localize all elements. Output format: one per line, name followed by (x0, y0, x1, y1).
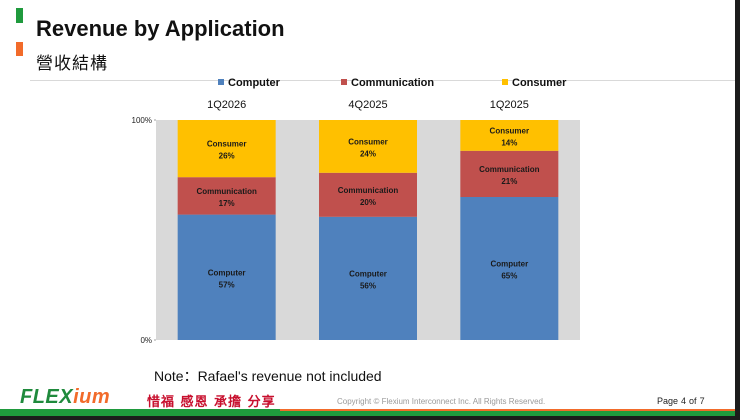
chart-legend: Computer Communication Consumer (0, 77, 735, 93)
bar-communication-1q2025 (460, 150, 559, 197)
page-indicator: Page 4 of 7 (657, 396, 708, 406)
legend-label: Computer (228, 77, 280, 89)
category-label-4q2025: 4Q2025 (348, 99, 387, 111)
data-label-name: Communication (338, 186, 399, 195)
bar-computer-1q2025 (460, 197, 559, 340)
flexium-logo: FLEXium (20, 386, 110, 409)
bar-communication-4q2025 (319, 172, 417, 217)
data-label-value: 21% (501, 177, 517, 186)
logo-text-flex: FLEX (20, 386, 74, 408)
data-label-name: Communication (196, 187, 257, 196)
copyright-notice: Copyright © Flexium Interconnect Inc. Al… (337, 397, 546, 406)
data-label-value: 65% (501, 272, 517, 281)
footer-band (0, 409, 735, 416)
data-label-name: Computer (208, 268, 246, 277)
bar-consumer-1q2026 (177, 120, 276, 178)
data-label-name: Communication (479, 165, 540, 174)
bar-computer-1q2026 (177, 214, 276, 340)
accent-bar-green (16, 8, 23, 23)
data-label-name: Computer (490, 260, 528, 269)
window-frame-right (735, 0, 740, 420)
data-label-value: 56% (360, 281, 376, 290)
page-label: Page (657, 396, 679, 406)
y-tick-label: 0% (140, 336, 152, 345)
legend-item-computer: Computer (218, 77, 280, 89)
legend-label: Communication (351, 77, 435, 89)
bar-communication-1q2026 (177, 177, 276, 215)
data-label-name: Consumer (207, 140, 247, 149)
page-number: 4 (681, 396, 687, 406)
data-label-name: Consumer (348, 137, 388, 146)
y-tick-label: 100% (132, 116, 152, 125)
logo-text-ium: ium (73, 386, 111, 408)
page-of: of (689, 396, 697, 406)
accent-bar-orange (16, 42, 23, 56)
page-total: 7 (699, 396, 705, 406)
page-title: Revenue by Application (36, 16, 285, 41)
data-label-value: 57% (219, 280, 235, 289)
window-frame-bottom (0, 416, 740, 420)
data-label-value: 14% (501, 138, 517, 147)
bar-consumer-4q2025 (319, 120, 417, 173)
page-subtitle: 營收結構 (36, 54, 108, 74)
title-divider (30, 80, 735, 81)
bar-consumer-1q2025 (460, 120, 559, 151)
legend-swatch (218, 79, 224, 85)
category-label-1q2025: 1Q2025 (490, 99, 529, 111)
data-label-value: 24% (360, 149, 376, 158)
legend-item-communication: Communication (341, 77, 434, 89)
legend-label: Consumer (512, 77, 567, 89)
legend-item-consumer: Consumer (502, 77, 566, 89)
data-label-name: Consumer (490, 126, 530, 135)
footer-band-accent (280, 409, 735, 411)
footnote: Note：Rafael's revenue not included (154, 368, 382, 384)
legend-swatch (341, 79, 347, 85)
data-label-value: 20% (360, 198, 376, 207)
bar-computer-4q2025 (319, 216, 417, 340)
company-motto: 惜福 感恩 承擔 分享 (147, 395, 276, 410)
data-label-value: 17% (219, 199, 235, 208)
category-label-1q2026: 1Q2026 (207, 99, 246, 111)
legend-swatch (502, 79, 508, 85)
data-label-value: 26% (219, 152, 235, 161)
data-label-name: Computer (349, 269, 387, 278)
